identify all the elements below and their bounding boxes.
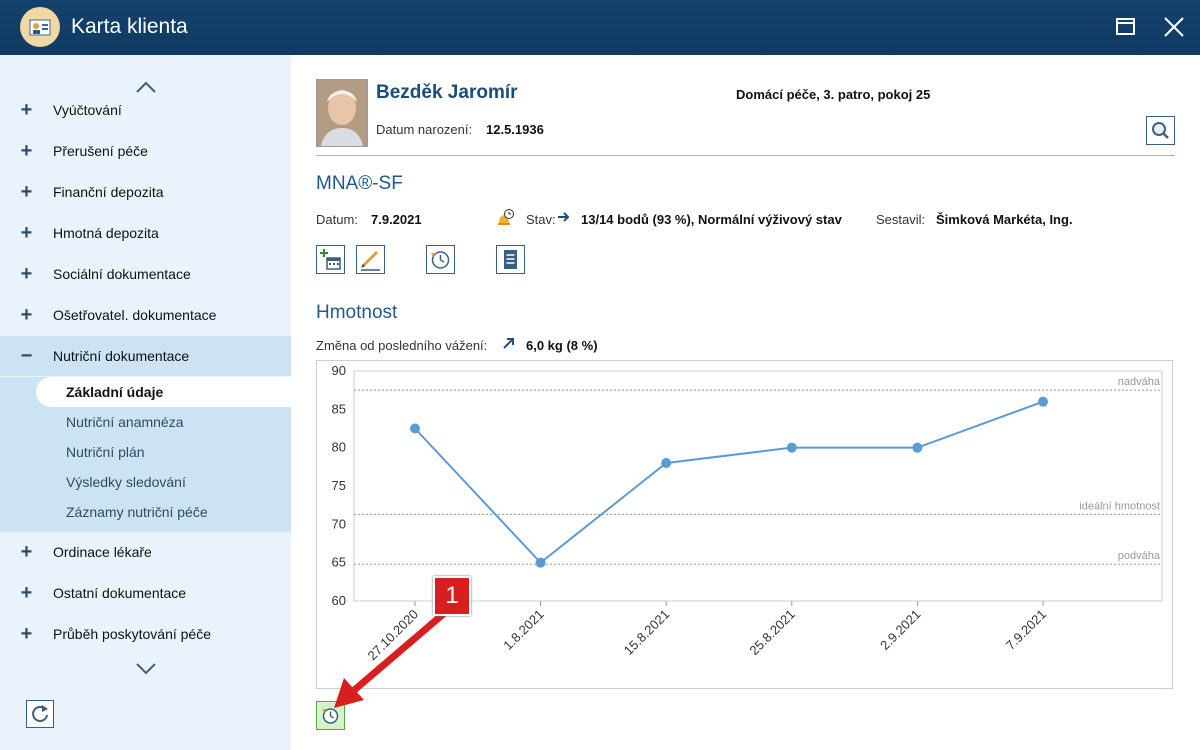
close-button[interactable]: [1161, 14, 1187, 40]
mna-date-label: Datum:: [316, 212, 358, 227]
scroll-up-button[interactable]: [135, 80, 157, 99]
mna-author-value: Šimková Markéta, Ing.: [936, 212, 1073, 227]
expand-icon: +: [20, 540, 33, 563]
x-tick-label: 7.9.2021: [1003, 607, 1049, 653]
maximize-button[interactable]: [1113, 14, 1139, 40]
mna-status-value: 13/14 bodů (93 %), Normální výživový sta…: [581, 212, 842, 227]
data-point: [535, 557, 546, 568]
sidebar-item-label: Ordinace lékaře: [53, 544, 152, 560]
dob-label: Datum narození:: [376, 122, 473, 137]
x-tick-label: 2.9.2021: [877, 607, 923, 653]
x-tick-label: 25.8.2021: [746, 607, 798, 659]
sidebar-item-nursing-documentation[interactable]: + Ošetřovatel. dokumentace: [0, 295, 291, 335]
window-title: Karta klienta: [71, 15, 188, 38]
add-record-button[interactable]: [316, 245, 345, 274]
collapse-icon: −: [20, 344, 33, 367]
trend-up-arrow-icon: [502, 336, 516, 355]
sidebar-item-label: Nutriční dokumentace: [53, 348, 190, 364]
weight-chart: 60 65 70 75 80 85 90 nadváha ideální hmotnost pod…: [316, 360, 1173, 689]
annotation-arrow: [334, 607, 451, 708]
arrow-right-icon: [557, 210, 571, 229]
sidebar-item-billing[interactable]: + Vyúčtování: [0, 90, 291, 130]
y-tick-label: 85: [332, 401, 346, 416]
mna-title: MNA®-SF: [316, 173, 403, 194]
sidebar-item-label: Přerušení péče: [53, 143, 148, 159]
search-button[interactable]: [1146, 116, 1175, 145]
sidebar-subitem-nutrition-anamnesis[interactable]: Nutriční anamnéza: [66, 414, 184, 430]
expand-icon: +: [20, 622, 33, 645]
expand-icon: +: [20, 581, 33, 604]
history-button[interactable]: [426, 245, 455, 274]
data-point: [1038, 396, 1048, 407]
sidebar-item-other-documentation[interactable]: + Ostatní dokumentace: [0, 573, 291, 613]
x-tick-label: 1.8.2021: [500, 607, 546, 653]
sidebar-item-material-deposits[interactable]: + Hmotná depozita: [0, 213, 291, 253]
sidebar-item-doctor-office[interactable]: + Ordinace lékaře: [0, 532, 291, 572]
edit-button[interactable]: [356, 245, 385, 274]
sidebar-item-financial-deposits[interactable]: + Finanční depozita: [0, 172, 291, 212]
y-tick-label: 75: [332, 478, 346, 493]
sidebar-item-label: Průběh poskytování péče: [53, 626, 211, 642]
sidebar-item-nutrition-documentation[interactable]: − Nutriční dokumentace: [0, 336, 291, 376]
plot-area: [353, 370, 1163, 602]
y-tick-label: 80: [332, 440, 346, 455]
sidebar-subitem-basic-data[interactable]: Základní údaje: [36, 377, 291, 407]
sidebar-item-label: Finanční depozita: [53, 184, 164, 200]
sidebar-item-label: Hmotná depozita: [53, 225, 159, 241]
y-tick-label: 70: [332, 516, 346, 531]
sidebar-item-care-interruption[interactable]: + Přerušení péče: [0, 131, 291, 171]
weight-title: Hmotnost: [316, 302, 398, 323]
sidebar-item-label: Sociální dokumentace: [53, 266, 191, 282]
sidebar-item-label: Ošetřovatel. dokumentace: [53, 307, 217, 323]
sidebar-item-label: Vyúčtování: [53, 102, 122, 118]
patient-photo: [316, 79, 368, 147]
sidebar-item-label: Ostatní dokumentace: [53, 585, 187, 601]
document-button[interactable]: [496, 245, 525, 274]
header-divider: [316, 155, 1175, 156]
sidebar-subitem-nutrition-care-records[interactable]: Záznamy nutriční péče: [66, 504, 208, 520]
reference-line-label: nadváha: [1118, 376, 1161, 388]
y-tick-label: 65: [332, 555, 346, 570]
y-tick-label: 90: [332, 363, 346, 378]
bell-clock-icon: [495, 208, 515, 233]
expand-icon: +: [20, 139, 33, 162]
annotation-badge: 1: [433, 576, 471, 616]
data-point: [912, 442, 923, 453]
sidebar-item-care-course[interactable]: + Průběh poskytování péče: [0, 614, 291, 654]
expand-icon: +: [20, 262, 33, 285]
client-card-icon: [20, 7, 60, 47]
mna-status-label: Stav:: [526, 212, 556, 227]
mna-author-label: Sestavil:: [876, 212, 926, 227]
data-point: [661, 458, 672, 468]
dob-value: 12.5.1936: [486, 122, 544, 137]
sidebar: + Vyúčtování + Přerušení péče + Finanční…: [0, 55, 291, 750]
reference-line-label: podváha: [1118, 550, 1161, 562]
expand-icon: +: [20, 221, 33, 244]
scroll-down-button[interactable]: [135, 662, 157, 681]
x-tick-label: 15.8.2021: [621, 607, 673, 659]
refresh-button[interactable]: [26, 700, 54, 728]
sidebar-item-social-documentation[interactable]: + Sociální dokumentace: [0, 254, 291, 294]
expand-icon: +: [20, 98, 33, 121]
title-bar: Karta klienta: [0, 0, 1200, 55]
main-content: Bezděk Jaromír Datum narození: 12.5.1936…: [291, 55, 1200, 750]
sidebar-subitem-nutrition-plan[interactable]: Nutriční plán: [66, 444, 145, 460]
expand-icon: +: [20, 303, 33, 326]
weight-change-value: 6,0 kg (8 %): [526, 338, 598, 353]
y-tick-label: 60: [332, 593, 346, 608]
patient-name: Bezděk Jaromír: [376, 82, 518, 103]
data-point: [786, 442, 797, 453]
sidebar-subitem-monitoring-results[interactable]: Výsledky sledování: [66, 474, 186, 490]
weight-chart-svg: 60 65 70 75 80 85 90 nadváha ideální hmotnost pod…: [332, 363, 1163, 663]
patient-location: Domácí péče, 3. patro, pokoj 25: [736, 87, 931, 102]
reference-line-label: ideální hmotnost: [1079, 500, 1160, 512]
data-point: [410, 423, 420, 434]
weight-change-label: Změna od posledního vážení:: [316, 338, 488, 353]
mna-date-value: 7.9.2021: [371, 212, 422, 227]
weight-series-line: [414, 400, 1044, 565]
expand-icon: +: [20, 180, 33, 203]
